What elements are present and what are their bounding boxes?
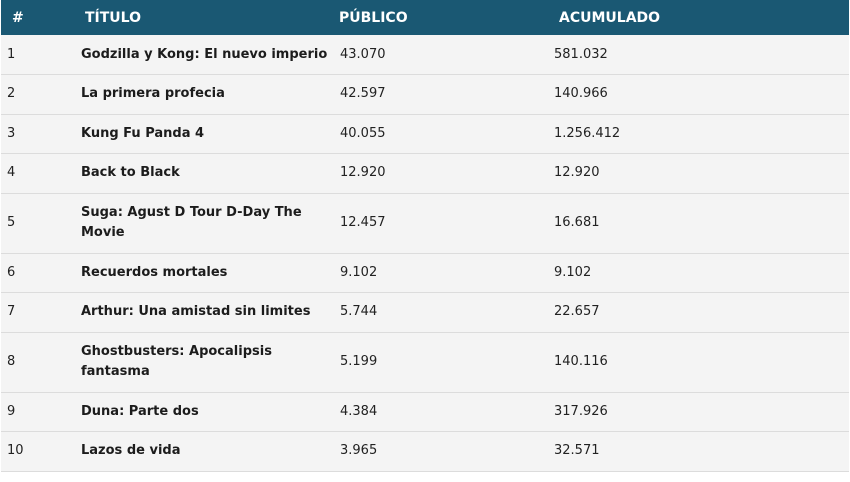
cell-rank: 9	[7, 403, 16, 419]
cell-public: 3.965	[340, 443, 378, 459]
cell-title: Godzilla y Kong: El nuevo imperio	[81, 46, 328, 62]
cell-rank: 2	[7, 86, 16, 102]
cell-accumulated: 317.926	[554, 403, 608, 419]
cell-rank: 8	[7, 354, 16, 369]
cell-title: Recuerdos mortales	[81, 264, 228, 280]
cell-public: 12.920	[340, 165, 386, 181]
cell-public: 42.597	[340, 86, 386, 102]
table-body: 1 Godzilla y Kong: El nuevo imperio 43.0…	[1, 35, 849, 471]
table-row: 5 Suga: Agust D Tour D-Day The Movie 12.…	[1, 193, 849, 253]
cell-accumulated: 9.102	[554, 264, 592, 280]
header-rank: #	[12, 9, 24, 26]
cell-accumulated: 140.966	[554, 86, 608, 102]
table-row: 8 Ghostbusters: Apocalipsis fantasma 5.1…	[1, 332, 849, 392]
cell-title: Suga: Agust D Tour D-Day The Movie	[81, 205, 302, 240]
cell-rank: 6	[7, 264, 16, 280]
cell-rank: 10	[7, 443, 24, 459]
table-row: 6 Recuerdos mortales 9.102 9.102	[1, 253, 849, 293]
header-accumulated: ACUMULADO	[559, 9, 661, 26]
table-row: 7 Arthur: Una amistad sin limites 5.744 …	[1, 292, 849, 332]
cell-accumulated: 140.116	[554, 354, 608, 369]
header-row: # TÍTULO PÚBLICO ACUMULADO	[1, 0, 849, 35]
cell-accumulated: 581.032	[554, 46, 608, 62]
table-row: 2 La primera profecia 42.597 140.966	[1, 74, 849, 114]
cell-public: 5.199	[340, 354, 378, 369]
table-row: 3 Kung Fu Panda 4 40.055 1.256.412	[1, 114, 849, 154]
cell-rank: 4	[7, 165, 16, 181]
cell-title: Lazos de vida	[81, 443, 181, 459]
cell-title: Back to Black	[81, 165, 180, 181]
cell-public: 9.102	[340, 264, 378, 280]
cell-public: 12.457	[340, 215, 386, 230]
table-header: # TÍTULO PÚBLICO ACUMULADO	[1, 0, 849, 35]
table-row: 9 Duna: Parte dos 4.384 317.926	[1, 392, 849, 432]
table-row: 10 Lazos de vida 3.965 32.571	[1, 431, 849, 471]
cell-accumulated: 12.920	[554, 165, 600, 181]
cell-title: Ghostbusters: Apocalipsis fantasma	[81, 344, 272, 379]
cell-title: La primera profecia	[81, 86, 225, 102]
cell-public: 5.744	[340, 304, 378, 320]
cell-title: Arthur: Una amistad sin limites	[81, 304, 311, 320]
cell-title: Kung Fu Panda 4	[81, 125, 205, 141]
cell-accumulated: 16.681	[554, 215, 600, 230]
table-row: 4 Back to Black 12.920 12.920	[1, 153, 849, 193]
cell-public: 43.070	[340, 46, 386, 62]
box-office-table: # TÍTULO PÚBLICO ACUMULADO 1 Godzilla y …	[1, 0, 849, 472]
cell-rank: 7	[7, 304, 16, 320]
cell-public: 40.055	[340, 125, 386, 141]
header-title: TÍTULO	[85, 9, 141, 26]
cell-rank: 1	[7, 46, 16, 62]
cell-rank: 5	[7, 215, 16, 230]
table-row: 1 Godzilla y Kong: El nuevo imperio 43.0…	[1, 35, 849, 75]
cell-accumulated: 32.571	[554, 443, 600, 459]
cell-title: Duna: Parte dos	[81, 403, 199, 419]
cell-accumulated: 22.657	[554, 304, 600, 320]
cell-accumulated: 1.256.412	[554, 125, 621, 141]
header-public: PÚBLICO	[339, 9, 408, 26]
cell-public: 4.384	[340, 403, 378, 419]
cell-rank: 3	[7, 125, 16, 141]
